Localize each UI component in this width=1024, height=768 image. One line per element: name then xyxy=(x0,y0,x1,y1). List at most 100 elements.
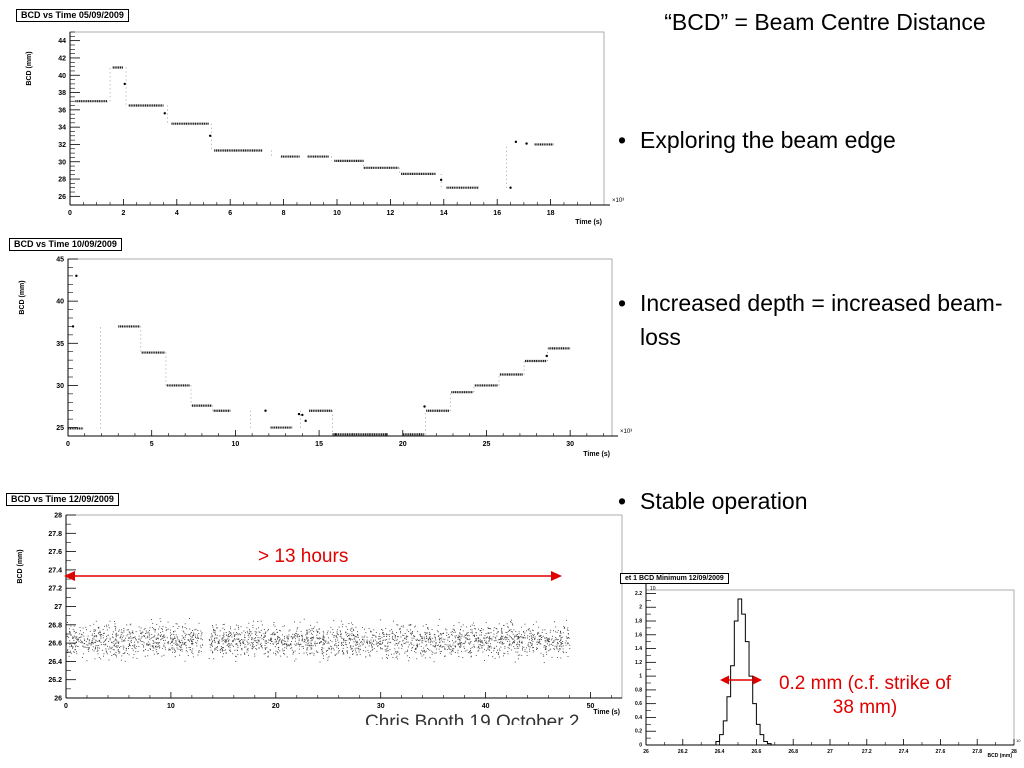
data-point xyxy=(518,644,520,645)
data-point xyxy=(517,634,518,636)
data-point xyxy=(501,627,503,629)
data-point xyxy=(403,642,405,644)
data-point xyxy=(218,641,220,643)
data-point xyxy=(387,658,388,659)
data-point xyxy=(215,627,217,629)
data-point xyxy=(385,639,387,641)
data-point xyxy=(258,640,260,642)
data-point xyxy=(213,629,215,631)
data-point xyxy=(416,643,418,645)
data-point xyxy=(172,647,174,649)
data-point xyxy=(179,642,181,644)
data-point xyxy=(271,637,273,639)
data-point xyxy=(318,638,320,640)
data-point xyxy=(137,651,139,652)
data-point xyxy=(84,646,86,648)
data-point xyxy=(240,640,241,642)
data-point xyxy=(234,649,236,651)
data-point xyxy=(268,651,270,653)
data-point xyxy=(338,634,340,636)
data-point xyxy=(480,630,482,632)
data-point xyxy=(427,648,428,649)
data-point xyxy=(250,631,252,633)
data-point xyxy=(109,639,111,641)
data-point xyxy=(135,639,137,641)
data-point xyxy=(423,405,426,408)
data-point xyxy=(67,650,69,652)
data-point xyxy=(149,647,151,649)
data-point xyxy=(514,635,516,637)
data-point xyxy=(177,639,179,641)
x-axis-label: Time (s) xyxy=(583,451,610,458)
data-point xyxy=(219,635,221,637)
data-point xyxy=(76,636,78,638)
data-point xyxy=(504,647,506,649)
data-point xyxy=(191,644,193,646)
x-tick-label: 10 xyxy=(333,210,341,217)
data-point xyxy=(548,645,550,647)
data-point xyxy=(323,644,325,645)
data-point xyxy=(91,649,93,651)
data-point xyxy=(347,635,349,637)
data-point xyxy=(247,649,249,651)
data-point xyxy=(395,657,397,659)
data-point xyxy=(522,649,523,651)
data-point xyxy=(380,619,382,621)
data-point xyxy=(400,631,402,633)
data-point xyxy=(485,640,487,642)
data-point xyxy=(276,644,277,646)
data-point xyxy=(509,186,512,189)
data-point xyxy=(303,641,305,643)
data-point xyxy=(307,643,309,644)
data-point xyxy=(168,641,170,643)
data-point xyxy=(485,633,487,634)
data-point xyxy=(424,638,426,640)
data-point xyxy=(473,646,475,647)
data-point xyxy=(301,639,303,640)
data-point xyxy=(394,651,396,653)
data-point xyxy=(131,632,133,633)
data-point xyxy=(279,655,281,657)
data-point xyxy=(216,634,218,636)
data-point xyxy=(81,641,83,643)
data-point xyxy=(343,638,345,640)
data-point xyxy=(356,643,358,645)
data-point xyxy=(99,634,101,636)
data-point xyxy=(322,642,324,644)
data-point xyxy=(253,646,255,648)
data-point xyxy=(485,650,487,651)
data-point xyxy=(539,635,541,637)
data-point xyxy=(386,636,387,638)
data-point xyxy=(444,643,446,645)
data-point xyxy=(133,644,135,646)
data-point xyxy=(469,638,471,640)
data-point xyxy=(565,644,567,646)
data-point xyxy=(552,635,553,637)
data-point xyxy=(491,639,493,641)
data-point xyxy=(117,634,119,636)
data-point xyxy=(189,634,191,636)
data-point xyxy=(148,636,150,638)
data-point xyxy=(116,640,118,642)
data-point xyxy=(279,630,281,632)
data-point xyxy=(230,643,232,645)
data-point xyxy=(561,636,563,638)
data-point xyxy=(216,637,218,639)
data-point xyxy=(229,650,231,652)
data-point xyxy=(529,636,531,638)
data-point xyxy=(392,638,394,640)
data-point xyxy=(236,644,238,645)
data-point xyxy=(161,638,163,640)
data-point xyxy=(194,635,196,637)
data-point xyxy=(356,654,358,656)
data-point xyxy=(225,640,227,642)
data-point xyxy=(236,643,238,644)
data-point xyxy=(161,655,163,657)
data-point xyxy=(173,636,175,638)
data-point xyxy=(496,635,498,637)
data-point xyxy=(105,648,107,650)
data-point xyxy=(519,640,521,642)
data-point xyxy=(189,648,191,650)
data-point xyxy=(417,645,419,647)
data-point xyxy=(564,627,565,628)
